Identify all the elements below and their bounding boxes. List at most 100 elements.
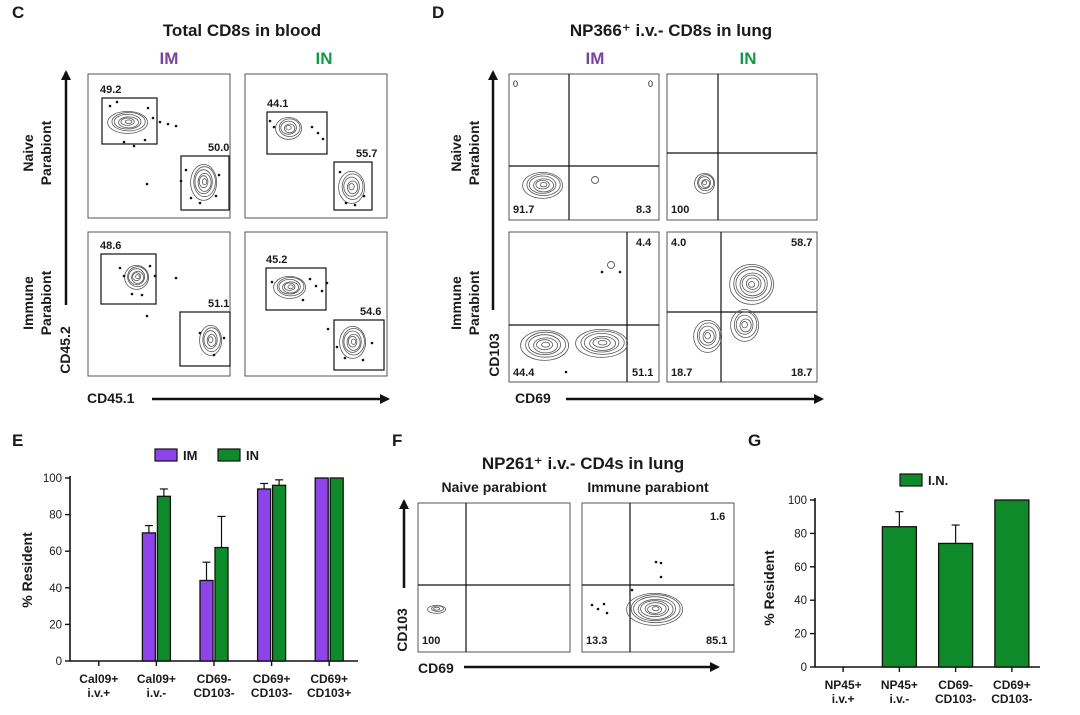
- contour-ring: [343, 330, 362, 353]
- panel-d: D NP366⁺ i.v.- CD8s in lung IM IN Naive …: [432, 3, 824, 406]
- contour-ring: [651, 606, 660, 612]
- contour-ring: [525, 331, 566, 358]
- gate-pct: 45.2: [266, 254, 287, 266]
- quadrant-lines: [418, 503, 734, 652]
- contour-population: [626, 593, 683, 626]
- y-axis-label: CD103: [394, 608, 410, 652]
- quadrant-pct: 18.7: [791, 367, 812, 379]
- contour-ring: [748, 281, 756, 288]
- legend-swatch: [899, 473, 923, 487]
- contour-ring: [533, 178, 554, 193]
- x-axis-label: CD69: [515, 390, 551, 406]
- col-label-im: IM: [160, 49, 179, 68]
- category-label: i.v.+: [832, 692, 855, 706]
- row-label-immune-line1: Immune: [20, 276, 36, 330]
- chart-bars: [141, 477, 344, 662]
- quadrant-pct: 100: [422, 635, 440, 647]
- category-labels: NP45+i.v.+NP45+i.v.-CD69-CD103-CD69+CD10…: [825, 678, 1033, 706]
- row-label-immune-line2: Parabiont: [466, 270, 482, 335]
- bar-in: [329, 477, 344, 662]
- category-label: i.v.-: [889, 692, 909, 706]
- row-label-naive-line2: Parabiont: [466, 120, 482, 185]
- category-label: NP45+: [825, 678, 862, 692]
- contour-ring: [433, 606, 441, 611]
- panel-letter-d: D: [432, 3, 444, 22]
- bar-in: [271, 484, 287, 662]
- gate-upper: [266, 111, 328, 155]
- plot-frame: [508, 73, 660, 221]
- contour-ring: [745, 277, 760, 290]
- gate-upper: [101, 97, 158, 145]
- legend-label: I.N.: [928, 473, 948, 488]
- contour-ring: [701, 178, 710, 188]
- chart-bars: [881, 499, 1030, 668]
- category-label: Cal09+: [79, 672, 118, 686]
- panel-letter-g: G: [748, 431, 761, 450]
- category-label: CD69+: [310, 672, 348, 686]
- col-label-in: IN: [316, 49, 333, 68]
- contour-ring: [280, 120, 297, 135]
- category-label: CD69+: [993, 678, 1031, 692]
- contour-ring: [739, 272, 766, 297]
- category-label: CD103-: [193, 686, 234, 700]
- quadrant-pct: 100: [671, 204, 689, 216]
- contour-ring: [592, 337, 611, 348]
- contour-population: [107, 111, 148, 134]
- contour-ring: [644, 602, 667, 616]
- panel-d-title: NP366⁺ i.v.- CD8s in lung: [570, 21, 772, 40]
- contour-ring: [522, 171, 563, 199]
- quadrant-pct: 44.4: [513, 367, 535, 379]
- bar-in: [214, 546, 229, 662]
- y-axis-label: CD103: [486, 333, 502, 377]
- contour-ring: [702, 329, 715, 344]
- contour-population: [339, 325, 367, 359]
- plot-frame: [244, 73, 388, 219]
- panel-f: F NP261⁺ i.v.- CD4s in lung Naive parabi…: [392, 431, 735, 676]
- contour-ring: [203, 330, 218, 350]
- contour-ring: [597, 339, 608, 346]
- gate-pct: 54.6: [360, 306, 381, 318]
- contour-ring: [283, 123, 296, 134]
- contour-ring: [535, 179, 550, 190]
- contour-ring: [633, 596, 676, 622]
- contour-ring: [739, 318, 752, 333]
- contour-ring: [528, 175, 557, 194]
- contour-ring: [206, 333, 217, 347]
- contour-ring: [278, 118, 301, 137]
- gate-lower: [333, 161, 373, 211]
- contour-ring: [580, 330, 625, 355]
- quadrant-pct: 13.3: [586, 635, 607, 647]
- contour-population: [520, 329, 569, 361]
- legend-label: IM: [183, 448, 197, 463]
- contour-population: [694, 172, 715, 194]
- contour-ring: [431, 605, 445, 612]
- col-label-naive: Naive parabiont: [441, 479, 546, 495]
- category-label: CD103+: [307, 686, 351, 700]
- outlier-contour: [591, 176, 599, 184]
- bar-im: [199, 579, 214, 662]
- gate-lower: [333, 319, 385, 371]
- contour-ring: [694, 172, 715, 194]
- contour-ring: [282, 281, 300, 294]
- chart-axes: 0 20 40 60 80 100: [788, 495, 1040, 674]
- contour-ring: [696, 322, 721, 349]
- contour-ring: [346, 180, 359, 195]
- contour-ring: [127, 266, 149, 288]
- category-label: CD69-: [197, 672, 232, 686]
- category-label: CD103-: [935, 692, 976, 706]
- contour-ring: [341, 173, 364, 200]
- contour-population: [575, 328, 628, 358]
- chart-axes: 0 20 40 60 80 100: [43, 473, 358, 668]
- contour-ring: [541, 341, 550, 348]
- y-tick-label: 20: [49, 619, 62, 631]
- plot-frame: [581, 502, 735, 653]
- contour-population: [522, 171, 563, 199]
- gate-lower: [180, 155, 230, 211]
- panel-f-title: NP261⁺ i.v.- CD4s in lung: [482, 454, 684, 473]
- gate-pct: 48.6: [100, 240, 121, 252]
- gate-pct: 44.1: [267, 98, 288, 110]
- contour-ring: [193, 166, 216, 198]
- y-axis-label: CD45.2: [57, 326, 73, 374]
